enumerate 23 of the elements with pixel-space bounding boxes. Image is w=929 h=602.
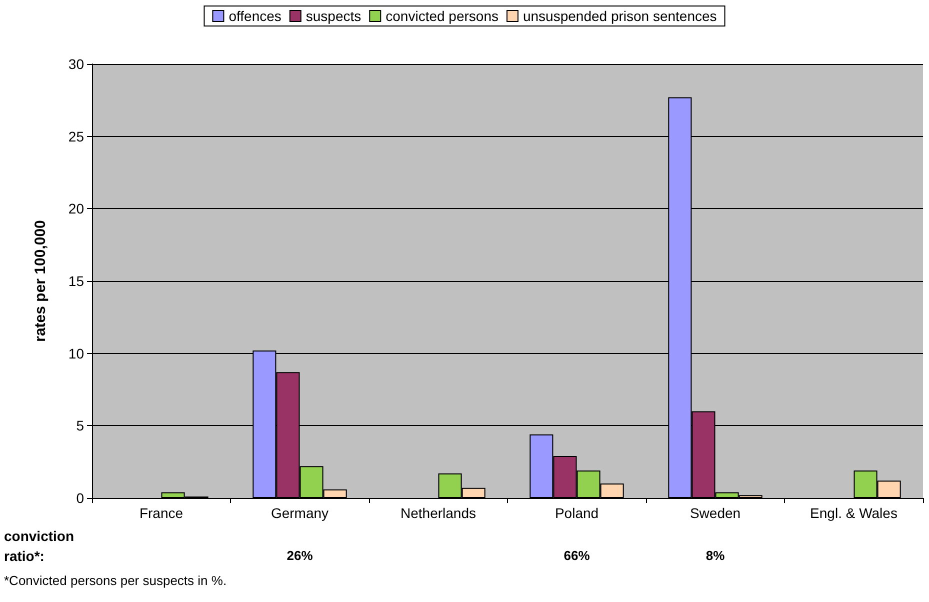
y-tick-label: 20 — [68, 200, 84, 217]
y-axis-title: rates per 100,000 — [32, 220, 49, 342]
y-tick-label: 0 — [76, 490, 84, 506]
text: 8% — [706, 548, 726, 563]
y-tick-label: 10 — [68, 345, 84, 362]
x-tick-label: Poland — [554, 505, 599, 521]
x-tick-label: Germany — [270, 505, 329, 521]
x-tick-label: Sweden — [690, 505, 741, 521]
y-tick-label: 30 — [68, 56, 84, 72]
y-tick-label: 5 — [76, 418, 84, 434]
legend-label: unsuspended prison sentences — [522, 8, 717, 24]
text: *Convicted persons per suspects in %. — [4, 573, 227, 588]
y-tick-label: 25 — [68, 128, 84, 144]
legend-label: suspects — [306, 8, 362, 24]
text: 66% — [564, 548, 590, 563]
y-tick-label: 15 — [68, 273, 84, 289]
x-tick-label: Engl. & Wales — [810, 505, 898, 521]
x-tick-label: Netherlands — [400, 505, 476, 521]
text: conviction ratio*: — [4, 528, 78, 564]
legend-label: offences — [228, 8, 282, 24]
x-tick-label: France — [139, 505, 184, 521]
legend-label: convicted persons — [386, 8, 498, 24]
text: 26% — [286, 548, 314, 563]
